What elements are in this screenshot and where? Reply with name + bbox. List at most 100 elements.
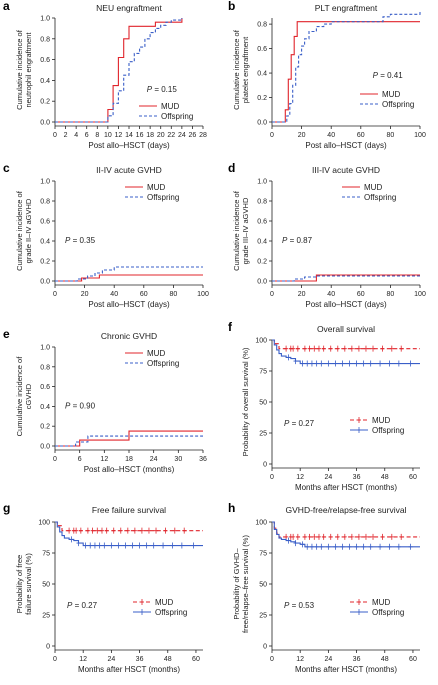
series-line-mud xyxy=(55,430,203,447)
x-tick-label: 100 xyxy=(197,291,209,298)
censor-mark-offspring xyxy=(333,360,338,367)
x-tick-label: 48 xyxy=(381,656,389,663)
censor-mark-offspring xyxy=(305,543,310,550)
x-axis-label: Post allo–HSCT (days) xyxy=(305,300,387,309)
censor-mark-offspring xyxy=(408,360,413,367)
panel-title: PLT engraftment xyxy=(315,3,378,13)
censor-mark-mud xyxy=(363,533,368,540)
x-tick-label: 0 xyxy=(270,132,274,139)
p-value-number: 0.35 xyxy=(79,236,95,245)
y-axis-label: cGVHD xyxy=(24,383,33,409)
x-tick-label: 48 xyxy=(164,656,172,663)
censor-mark-mud xyxy=(125,527,130,534)
p-value: P = 0.53 xyxy=(284,601,315,610)
x-tick-label: 12 xyxy=(296,474,304,481)
legend-censor-mark xyxy=(140,609,144,615)
legend-label-mud: MUD xyxy=(372,416,390,425)
censor-mark-offspring xyxy=(396,543,401,550)
censor-mark-offspring xyxy=(319,360,324,367)
censor-mark-offspring xyxy=(361,360,366,367)
p-value-number: 0.41 xyxy=(387,71,403,80)
censor-mark-offspring xyxy=(76,540,81,547)
y-axis-label: Cumulative incidence of xyxy=(15,190,24,271)
panel-title: Chronic GVHD xyxy=(101,331,157,341)
x-tick-label: 12 xyxy=(79,656,87,663)
p-value-number: 0.87 xyxy=(296,236,312,245)
x-tick-label: 36 xyxy=(353,656,361,663)
x-tick-label: 24 xyxy=(324,656,332,663)
censor-mark-mud xyxy=(291,345,296,352)
censor-mark-offspring xyxy=(340,543,345,550)
censor-mark-mud xyxy=(132,527,137,534)
y-tick-label: 75 xyxy=(259,369,267,376)
censor-mark-offspring xyxy=(347,543,352,550)
y-tick-label: 0.8 xyxy=(40,199,50,206)
legend-label-mud: MUD xyxy=(364,183,382,192)
censor-mark-offspring xyxy=(305,360,310,367)
series-line-mud xyxy=(272,21,420,123)
x-tick-label: 0 xyxy=(270,474,274,481)
y-tick-label: 1.0 xyxy=(40,16,50,23)
axis-lines xyxy=(54,522,203,651)
censor-mark-mud xyxy=(389,345,394,352)
censor-mark-mud xyxy=(284,345,289,352)
panel-title: Free failure survival xyxy=(92,505,166,515)
censor-mark-offspring xyxy=(130,542,135,549)
censor-mark-offspring xyxy=(368,543,373,550)
censor-mark-mud xyxy=(307,345,312,352)
censor-mark-offspring xyxy=(378,543,383,550)
censor-mark-mud xyxy=(321,345,326,352)
y-tick-label: 0.0 xyxy=(257,120,267,127)
panel-letter: e xyxy=(3,327,10,341)
legend-label-offspring: Offspring xyxy=(155,608,187,617)
y-tick-label: 0.0 xyxy=(40,279,50,286)
x-tick-label: 22 xyxy=(167,132,175,139)
x-tick-label: 6 xyxy=(85,132,89,139)
y-tick-label: 0.6 xyxy=(40,384,50,391)
p-value-number: 0.27 xyxy=(81,601,97,610)
x-tick-label: 20 xyxy=(157,132,165,139)
panel-title: NEU engraftment xyxy=(96,3,162,13)
legend-label-offspring: Offspring xyxy=(147,193,179,202)
censor-mark-offspring xyxy=(286,354,291,361)
censor-mark-offspring xyxy=(144,542,149,549)
p-value: P = 0.35 xyxy=(65,236,96,245)
y-tick-label: 75 xyxy=(42,551,50,558)
x-axis-label: Months after HSCT (months) xyxy=(78,665,180,674)
panel-f: f Overall survival 0 25 50 75 100 0 12 24 36 48 60 Mo… xyxy=(228,320,420,492)
x-tick-label: 0 xyxy=(53,291,57,298)
panel-letter: f xyxy=(228,320,233,334)
x-axis-label: Months after HSCT (months) xyxy=(295,483,397,492)
x-tick-label: 0 xyxy=(53,456,57,463)
censor-mark-offspring xyxy=(396,360,401,367)
censor-mark-offspring xyxy=(179,542,184,549)
y-tick-label: 0.0 xyxy=(257,279,267,286)
x-tick-label: 20 xyxy=(81,291,89,298)
x-tick-label: 36 xyxy=(353,474,361,481)
censor-mark-mud xyxy=(349,345,354,352)
series-line-mud xyxy=(272,521,420,538)
panel-b: b PLT engraftment 0.0 0.2 0.4 0.6 0.8 0 20 40 60 80… xyxy=(228,0,426,150)
x-tick-label: 12 xyxy=(296,656,304,663)
y-tick-label: 0.2 xyxy=(257,259,267,266)
censor-mark-mud xyxy=(371,533,376,540)
panel-title: Overall survival xyxy=(317,324,375,334)
legend-censor-mark xyxy=(357,417,361,423)
series-line-offspring xyxy=(55,18,183,123)
censor-mark-offspring xyxy=(309,543,314,550)
y-tick-label: 0.2 xyxy=(257,95,267,102)
censor-mark-offspring xyxy=(340,360,345,367)
legend-censor-mark xyxy=(357,609,361,615)
panel-letter: d xyxy=(228,161,235,175)
y-tick-label: 0.8 xyxy=(40,36,50,43)
censor-mark-offspring xyxy=(314,543,319,550)
censor-mark-mud xyxy=(90,527,95,534)
x-tick-label: 60 xyxy=(357,132,365,139)
p-value-number: 0.15 xyxy=(161,85,177,94)
x-tick-label: 48 xyxy=(381,474,389,481)
y-axis-label: Cumulative incidence of xyxy=(232,190,241,271)
series-line-mud xyxy=(55,18,183,123)
x-tick-label: 2 xyxy=(64,132,68,139)
x-tick-label: 24 xyxy=(324,474,332,481)
censor-mark-mud xyxy=(328,533,333,540)
